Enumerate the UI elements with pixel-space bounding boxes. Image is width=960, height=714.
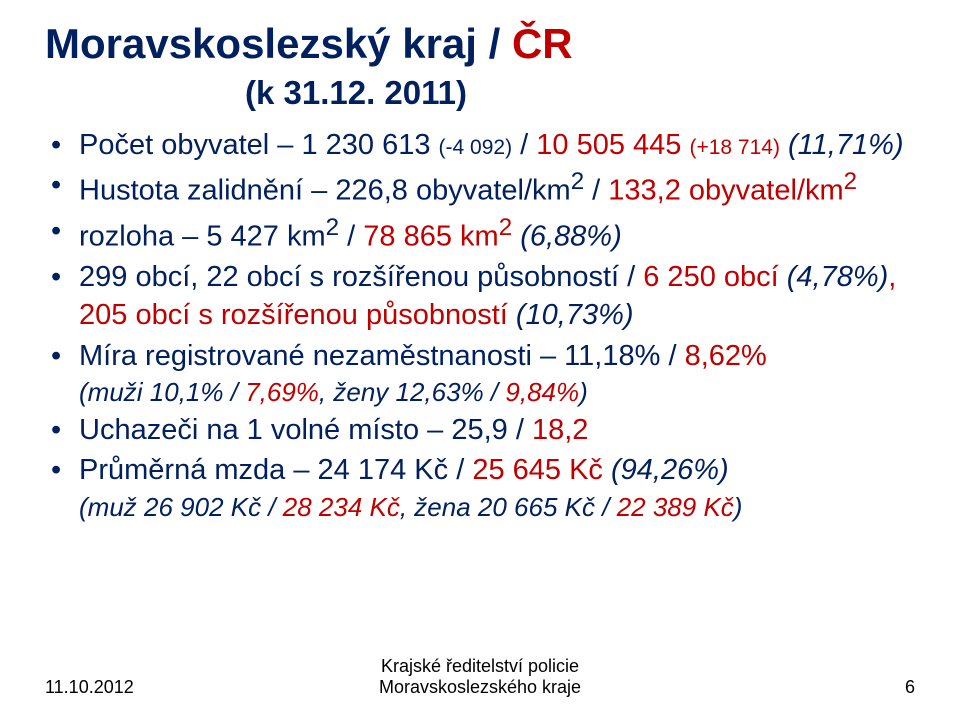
b1-d: 10 505 445 [536, 129, 689, 161]
footer-page-number: 6 [785, 677, 915, 698]
b1-f [780, 129, 788, 161]
b2-sup2: 2 [844, 168, 857, 195]
b7-i: 22 389 Kč [609, 492, 733, 522]
b3-a: rozloha – 5 427 km [79, 221, 326, 253]
b4-a: 299 obcí, 22 obcí s rozšířenou působnost… [79, 261, 643, 293]
bullet-5: Míra registrované nezaměstnanosti – 11,1… [45, 337, 915, 410]
slide-footer: 11.10.2012 Krajské ředitelství policie M… [0, 656, 960, 698]
bullet-6: Uchazeči na 1 volné místo – 25,9 / 18,2 [45, 411, 915, 449]
b4-c: (4,78%) [787, 261, 889, 293]
b6-a: Uchazeči na 1 volné místo – 25,9 / [79, 414, 532, 446]
slide-title: Moravskoslezský kraj / ČR [45, 20, 915, 68]
title-slash: / [489, 20, 512, 67]
b5-d: / [231, 377, 238, 407]
b7-a: Průměrná mzda – 24 174 Kč / [79, 454, 472, 486]
b1-b: (-4 092) [439, 136, 513, 159]
b1-c: / [512, 129, 536, 161]
b3-sup1: 2 [326, 214, 339, 241]
bullet-list: Počet obyvatel – 1 230 613 (-4 092) / 10… [45, 126, 915, 524]
bullet-3: rozloha – 5 427 km2 / 78 865 km2 (6,88%) [45, 212, 915, 256]
b2-a: Hustota zalidnění – 226,8 obyvatel/km [79, 175, 571, 207]
b7-j: ) [734, 492, 743, 522]
footer-center: Krajské ředitelství policie Moravskoslez… [175, 656, 785, 698]
b3-d [512, 221, 520, 253]
b7-b: 25 645 Kč [472, 454, 611, 486]
b3-c: 78 865 km [363, 221, 498, 253]
b5-h: 9,84% [498, 377, 579, 407]
bullet-1: Počet obyvatel – 1 230 613 (-4 092) / 10… [45, 126, 915, 164]
bullet-2: Hustota zalidnění – 226,8 obyvatel/km2 /… [45, 166, 915, 210]
title-part3: ČR [512, 20, 573, 67]
b5-a: Míra registrované nezaměstnanosti – 11,1… [79, 340, 685, 372]
bullet-4: 299 obcí, 22 obcí s rozšířenou působnost… [45, 258, 915, 335]
footer-center-l2: Moravskoslezského kraje [175, 677, 785, 698]
b2-b: / [584, 175, 608, 207]
b2-c: 133,2 obyvatel/km [608, 175, 843, 207]
footer-date: 11.10.2012 [45, 677, 175, 698]
b5-e: 7,69% [238, 377, 319, 407]
b2-sup1: 2 [571, 168, 584, 195]
b5-sub: (muži 10,1% / 7,69%, ženy 12,63% / 9,84%… [79, 375, 915, 409]
title-part1: Moravskoslezský kraj [45, 20, 489, 67]
b5-f: , ženy 12,63% [319, 377, 491, 407]
b1-a: Počet obyvatel – 1 230 613 [79, 129, 439, 161]
b7-sub: (muž 26 902 Kč / 28 234 Kč, žena 20 665 … [79, 490, 915, 524]
b5-c: (muži 10,1% [79, 377, 231, 407]
b7-e: / [268, 492, 275, 522]
b5-i: ) [579, 377, 588, 407]
b7-c: (94,26%) [611, 454, 729, 486]
b3-e: (6,88%) [520, 221, 622, 253]
b4-b: 6 250 obcí [643, 261, 787, 293]
b1-e: (+18 714) [689, 136, 779, 159]
bullet-7: Průměrná mzda – 24 174 Kč / 25 645 Kč (9… [45, 451, 915, 524]
b7-d: (muž 26 902 Kč [79, 492, 268, 522]
b3-b: / [339, 221, 363, 253]
b4-e: (10,73%) [516, 299, 634, 331]
b1-g: (11,71%) [788, 129, 904, 161]
footer-center-l1: Krajské ředitelství policie [175, 656, 785, 677]
b3-sup2: 2 [499, 214, 512, 241]
slide-subtitle: (k 31.12. 2011) [245, 74, 915, 112]
b7-f: 28 234 Kč [276, 492, 400, 522]
b6-b: 18,2 [532, 414, 588, 446]
slide: Moravskoslezský kraj / ČR (k 31.12. 2011… [0, 0, 960, 524]
b5-b: 8,62% [685, 340, 767, 372]
b7-g: , žena 20 665 Kč [400, 492, 602, 522]
